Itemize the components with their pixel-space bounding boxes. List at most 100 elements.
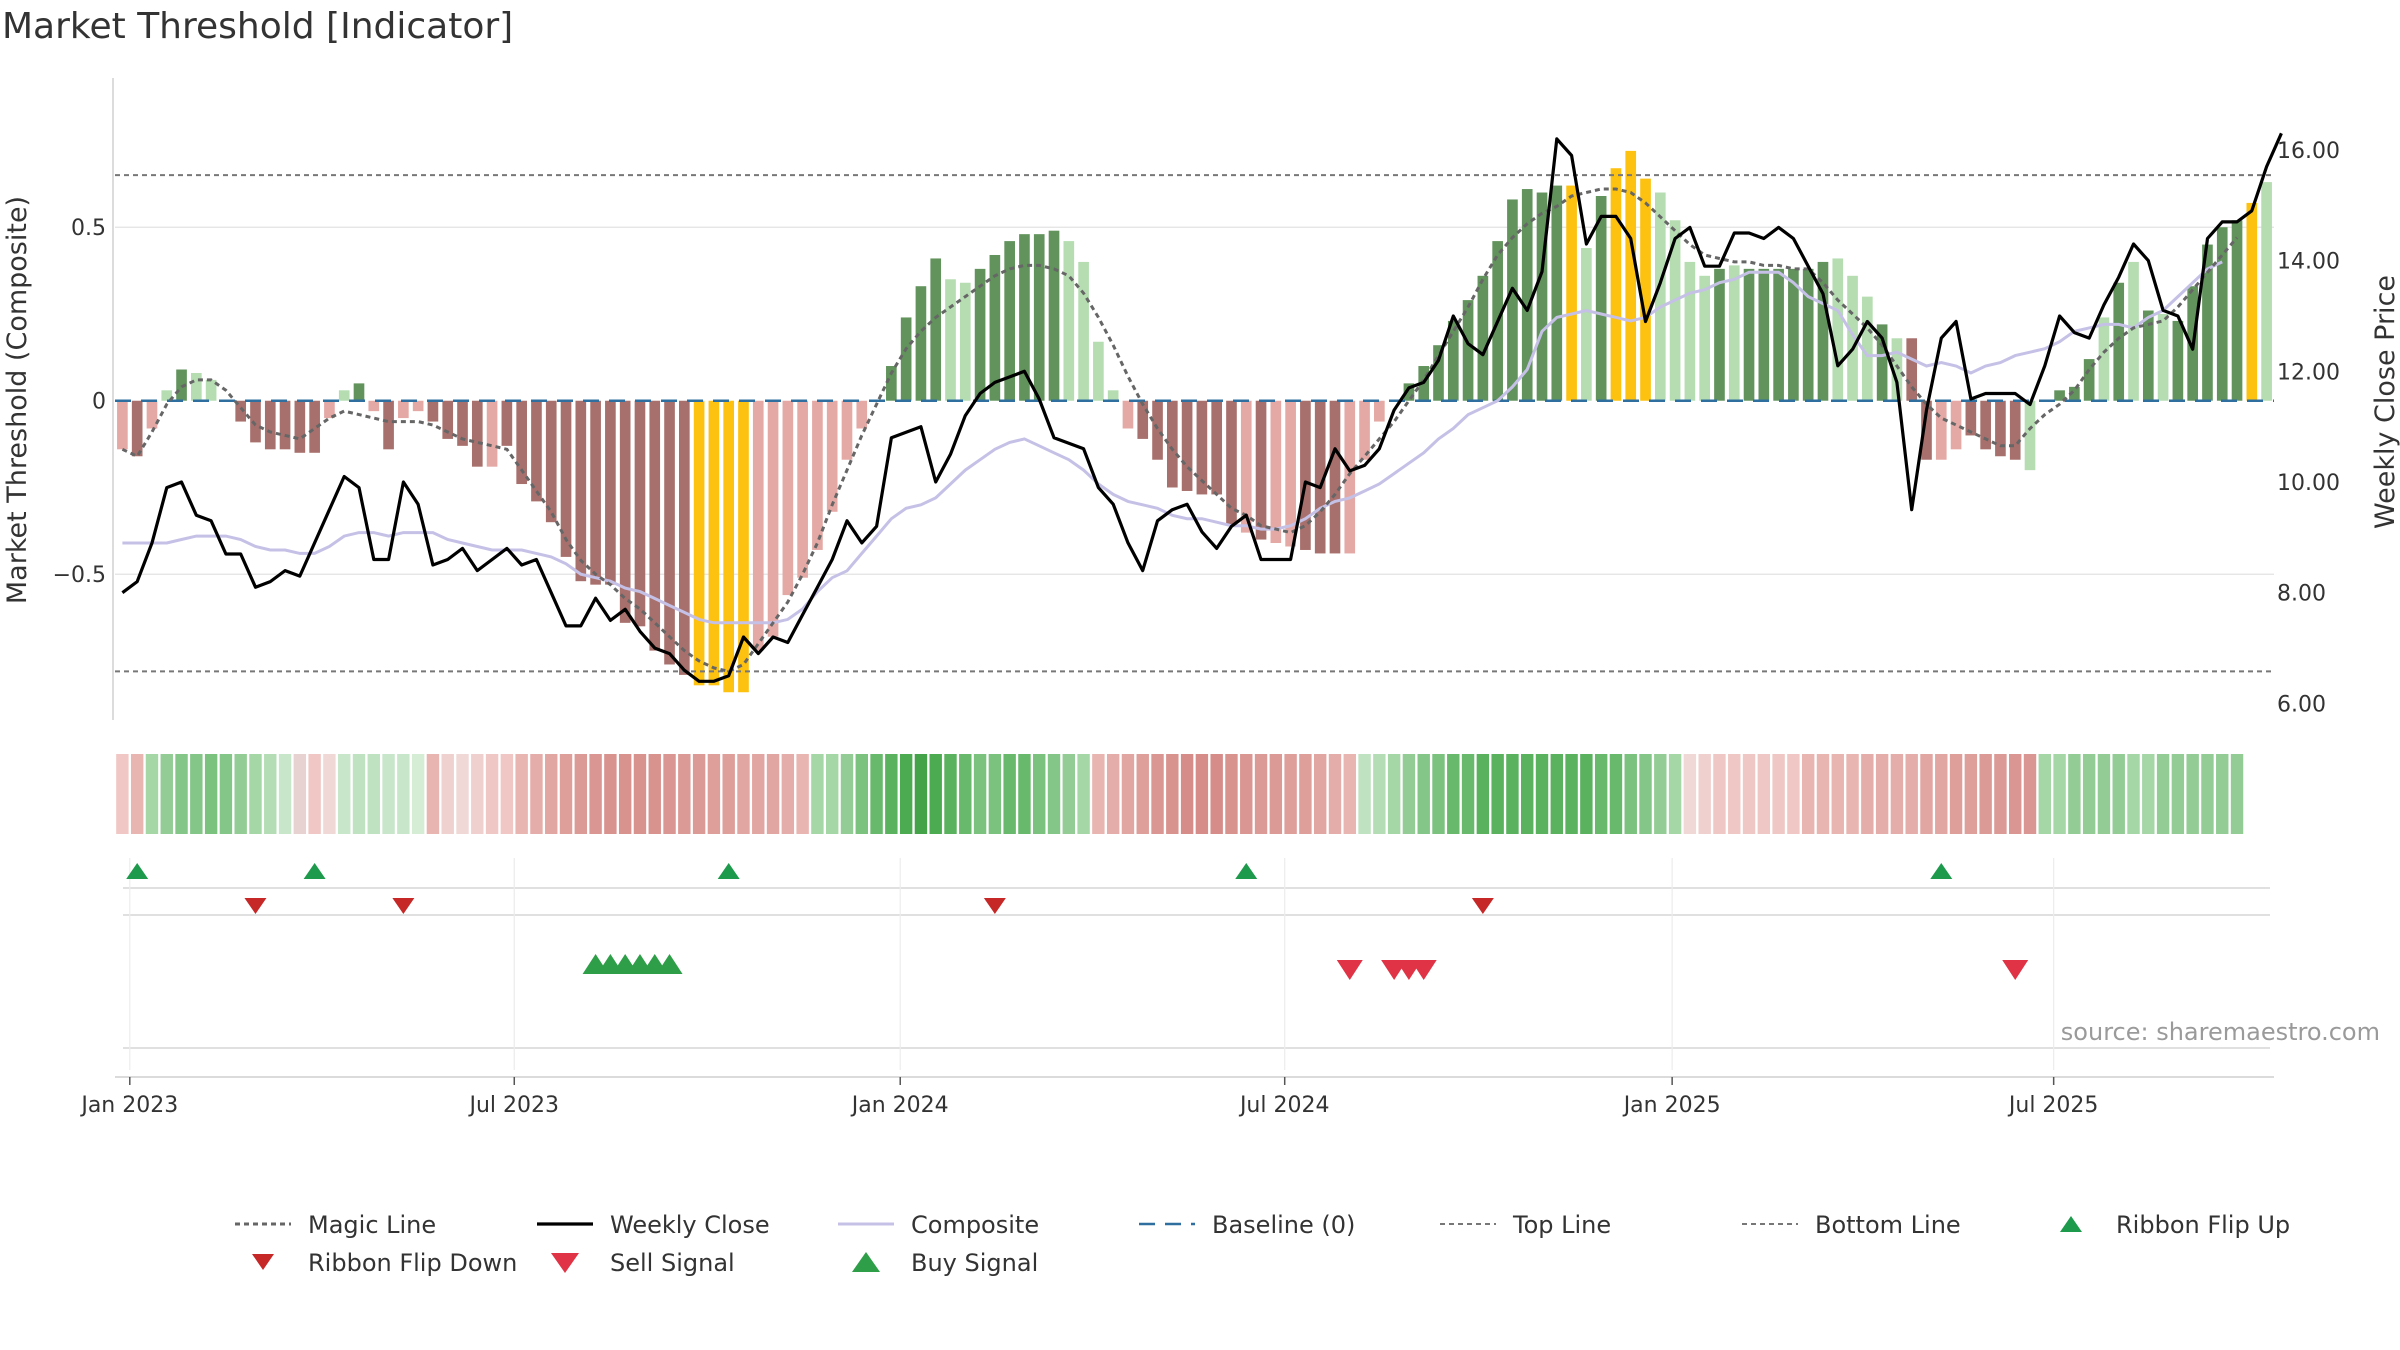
- composite-bar: [945, 279, 956, 401]
- composite-bar: [368, 400, 380, 412]
- ribbon-cell: [1269, 754, 1283, 834]
- composite-bar: [1743, 268, 1755, 401]
- legend-label: Ribbon Flip Down: [308, 1249, 517, 1277]
- composite-bar: [1093, 341, 1104, 401]
- x-tick-label: Jul 2024: [1238, 1093, 1330, 1118]
- composite-bar: [1595, 195, 1607, 401]
- composite-bar: [383, 400, 394, 450]
- legend-label: Magic Line: [308, 1211, 436, 1239]
- composite-bar: [1374, 400, 1385, 422]
- composite-bar: [279, 400, 291, 450]
- ribbon-cell: [515, 754, 528, 834]
- composite-bar: [1728, 265, 1740, 401]
- composite-bar: [146, 400, 158, 429]
- composite-bar: [1610, 168, 1622, 401]
- composite-bar: [250, 400, 261, 443]
- composite-bar: [1521, 189, 1533, 401]
- chart-title: Market Threshold [Indicator]: [2, 6, 513, 47]
- source-text: source: sharemaestro.com: [2061, 1018, 2380, 1046]
- ribbon-cell: [1299, 754, 1312, 834]
- signal-rows: [123, 858, 2270, 1070]
- composite-bar: [1950, 400, 1962, 450]
- ribbon-cell: [1047, 754, 1061, 834]
- ribbon-cell: [885, 754, 898, 834]
- ribbon-cell: [2201, 754, 2214, 834]
- ribbon-cell: [811, 754, 824, 834]
- ribbon-cell: [1521, 754, 1534, 834]
- ribbon-cell: [2112, 754, 2125, 834]
- composite-bar: [324, 400, 335, 419]
- ribbon-cell: [914, 754, 928, 834]
- composite-bar: [176, 369, 187, 401]
- ribbon-cell: [441, 754, 454, 834]
- composite-bar: [1166, 400, 1178, 488]
- ribbon-cell: [338, 754, 351, 834]
- composite-bar: [486, 400, 498, 467]
- ribbon-cell: [899, 754, 913, 834]
- ribbon-cell: [2038, 754, 2051, 834]
- axes-layer: 0.5 0 −0.5 16.00 14.00 12.00 10.00 8.00 6.00: [53, 78, 2340, 720]
- ribbon-cell: [471, 754, 484, 834]
- left-tick-label: 0.5: [71, 216, 106, 241]
- ribbon-cell: [145, 754, 159, 834]
- ribbon-cell: [1092, 754, 1105, 834]
- composite-bar: [1403, 383, 1415, 401]
- composite-bar: [516, 400, 527, 485]
- ribbon-cell: [2142, 754, 2155, 834]
- composite-bar: [826, 400, 838, 512]
- ribbon-cell: [1373, 754, 1386, 834]
- ribbon-cell: [2230, 754, 2244, 834]
- legend-item-close: Weekly Close: [537, 1211, 770, 1239]
- ribbon-cell: [234, 754, 247, 834]
- right-tick-label: 16.00: [2277, 139, 2340, 164]
- x-tick-label: Jul 2025: [2007, 1093, 2099, 1118]
- composite-bar: [619, 400, 631, 623]
- composite-bar: [1699, 275, 1710, 401]
- ribbon-cell: [2068, 754, 2081, 834]
- composite-bar: [1773, 268, 1784, 401]
- composite-bar: [471, 400, 483, 467]
- composite-bar: [1995, 400, 2006, 457]
- composite-bar: [560, 400, 572, 557]
- right-tick-label: 12.00: [2277, 360, 2340, 385]
- composite-bar: [1802, 268, 1814, 401]
- composite-bar: [1477, 275, 1489, 401]
- composite-bar: [2142, 310, 2154, 401]
- legend-item-flip-up: Ribbon Flip Up: [2060, 1211, 2290, 1239]
- ribbon-cell: [2186, 754, 2199, 834]
- ribbon-cell: [2171, 754, 2185, 834]
- legend-label: Composite: [911, 1211, 1039, 1239]
- ribbon-cell: [530, 754, 543, 834]
- ribbon-cell: [604, 754, 617, 834]
- ribbon-cell: [2216, 754, 2229, 834]
- composite-bar: [1300, 400, 1311, 550]
- composite-bar: [1019, 234, 1030, 401]
- composite-bar: [812, 400, 823, 550]
- ribbon-cell: [692, 754, 706, 834]
- right-tick-label: 14.00: [2277, 250, 2340, 275]
- ribbon-cell: [1609, 754, 1623, 834]
- composite-bar: [1048, 230, 1060, 401]
- ribbon-cell: [1624, 754, 1637, 834]
- ribbon-strip: [116, 754, 2244, 834]
- right-tick-label: 10.00: [2277, 471, 2340, 496]
- ribbon-cell: [589, 754, 602, 834]
- ribbon-cell: [545, 754, 558, 834]
- ribbon-cell: [1328, 754, 1342, 834]
- ribbon-cell: [1447, 754, 1460, 834]
- ribbon-cell: [1875, 754, 1889, 834]
- ribbon-cell: [264, 754, 277, 834]
- composite-bar: [1004, 241, 1015, 401]
- left-tick-label: 0: [92, 390, 106, 415]
- composite-line: [122, 260, 2223, 625]
- ribbon-cell: [1476, 754, 1490, 834]
- ribbon-cell: [1121, 754, 1135, 834]
- composite-bar: [1654, 192, 1666, 401]
- ribbon-cell: [1506, 754, 1519, 834]
- composite-bar: [1433, 345, 1444, 401]
- sell-signal-marker: [1336, 960, 1363, 980]
- ribbon-cell: [1343, 754, 1356, 834]
- composite-bar: [117, 400, 128, 450]
- legend-item-bottom: Bottom Line: [1742, 1211, 1961, 1239]
- x-axis: Jan 2023 Jul 2023 Jan 2024 Jul 2024 Jan 2025…: [79, 1076, 2274, 1118]
